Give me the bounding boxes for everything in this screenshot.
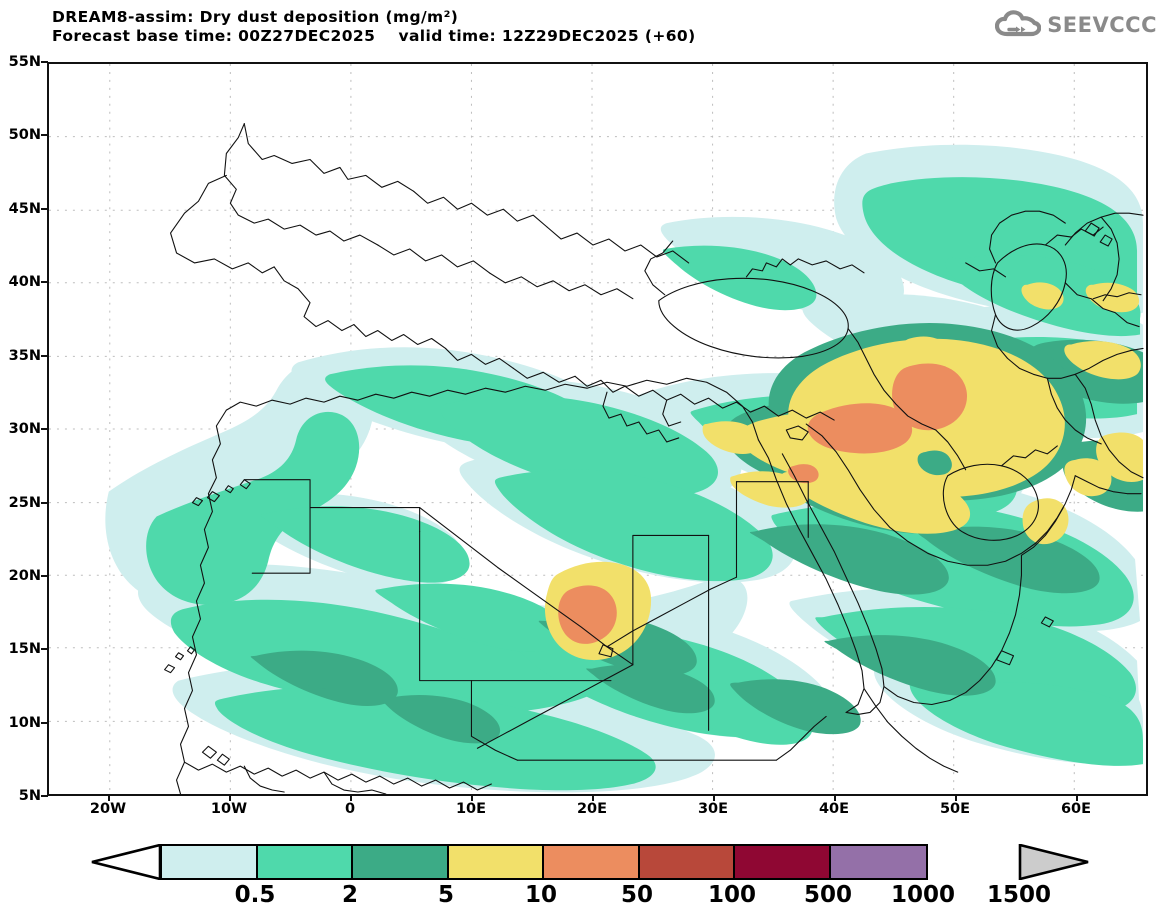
colorbar-label: 50: [620, 882, 654, 908]
colorbar-cell-50-100[interactable]: [544, 846, 640, 878]
coastlines-borders-layer: [164, 123, 1144, 794]
x-tick-mark: [955, 794, 957, 801]
x-tick-mark: [471, 794, 473, 801]
x-tick-label: 30E: [697, 801, 729, 817]
colorbar-label: 0.5: [234, 882, 276, 908]
x-tick-label: 10E: [455, 801, 487, 817]
x-tick-mark: [108, 794, 110, 801]
y-tick-label: 5N: [18, 788, 41, 804]
page-title: DREAM8-assim: Dry dust deposition (mg/m²…: [52, 8, 459, 26]
colorbar-cell-1000-1500[interactable]: [830, 846, 926, 878]
colorbar-cell-500-1000[interactable]: [735, 846, 831, 878]
y-tick-label: 15N: [8, 641, 41, 657]
y-tick-label: 35N: [8, 348, 41, 364]
contour-small-cores: [297, 450, 952, 689]
y-tick-label: 50N: [8, 127, 41, 143]
colorbar-cell-0.5-2[interactable]: [162, 846, 258, 878]
colorbar-under-arrow: [91, 844, 162, 880]
x-tick-label: 20E: [576, 801, 608, 817]
y-tick-label: 30N: [8, 421, 41, 437]
y-tick-mark: [41, 208, 48, 210]
colorbar-label: 1000: [890, 882, 956, 908]
y-tick-label: 45N: [8, 201, 41, 217]
x-tick-label: 50E: [939, 801, 971, 817]
y-axis-labels: 55N 50N 45N 40N 35N 30N 25N 20N 15N 10N …: [0, 0, 48, 907]
chart-title-block: DREAM8-assim: Dry dust deposition (mg/m²…: [52, 8, 696, 46]
y-tick-mark: [41, 428, 48, 430]
y-tick-mark: [41, 722, 48, 724]
y-tick-mark: [41, 502, 48, 504]
colorbar-label: 1500: [986, 882, 1052, 908]
colorbar-bands[interactable]: [160, 844, 928, 880]
colorbar-label: 10: [524, 882, 558, 908]
x-tick-label: 60E: [1060, 801, 1092, 817]
y-tick-mark: [41, 575, 48, 577]
y-tick-label: 40N: [8, 274, 41, 290]
colorbar-label: 500: [803, 882, 853, 908]
colorbar-cell-5-10[interactable]: [353, 846, 449, 878]
colorbar-label: 5: [437, 882, 455, 908]
x-tick-mark: [713, 794, 715, 801]
map-plot-area[interactable]: [47, 62, 1148, 796]
dust-deposition-field: [105, 144, 1144, 793]
colorbar-cell-10-50[interactable]: [448, 846, 544, 878]
x-tick-label: 0: [344, 801, 356, 817]
x-axis-labels: 20W 10W 0 10E 20E 30E 40E 50E 60E: [0, 794, 1165, 827]
y-tick-mark: [41, 648, 48, 650]
y-tick-mark: [41, 281, 48, 283]
y-tick-mark: [41, 134, 48, 136]
y-tick-mark: [41, 355, 48, 357]
x-tick-label: 40E: [818, 801, 850, 817]
x-tick-mark: [834, 794, 836, 801]
colorbar-over-arrow: [1018, 844, 1089, 880]
x-tick-label: 10W: [210, 801, 248, 817]
y-tick-label: 20N: [8, 568, 41, 584]
y-tick-label: 25N: [8, 495, 41, 511]
colorbar-cell-2-5[interactable]: [257, 846, 353, 878]
y-tick-mark: [41, 61, 48, 63]
x-tick-mark: [592, 794, 594, 801]
x-tick-mark: [350, 794, 352, 801]
contour-band-50-100: [558, 363, 968, 644]
cloud-wind-icon: [995, 10, 1042, 37]
y-tick-label: 10N: [8, 715, 41, 731]
colorbar-label: 2: [341, 882, 359, 908]
logo-text: SEEVCCC: [1047, 13, 1157, 37]
y-tick-label: 55N: [8, 54, 41, 70]
colorbar-cell-100-500[interactable]: [639, 846, 735, 878]
x-tick-mark: [1076, 794, 1078, 801]
x-tick-mark: [229, 794, 231, 801]
forecast-time-line: Forecast base time: 00Z27DEC2025 valid t…: [52, 27, 696, 45]
colorbar[interactable]: 0.5 2 5 10 50 100 500 1000 1500: [0, 838, 1165, 908]
colorbar-tick-labels: 0.5 2 5 10 50 100 500 1000 1500: [0, 882, 1165, 908]
y-tick-mark: [41, 795, 48, 797]
seevccc-logo: SEEVCCC: [995, 10, 1157, 40]
colorbar-label: 100: [707, 882, 757, 908]
x-tick-label: 20W: [89, 801, 127, 817]
